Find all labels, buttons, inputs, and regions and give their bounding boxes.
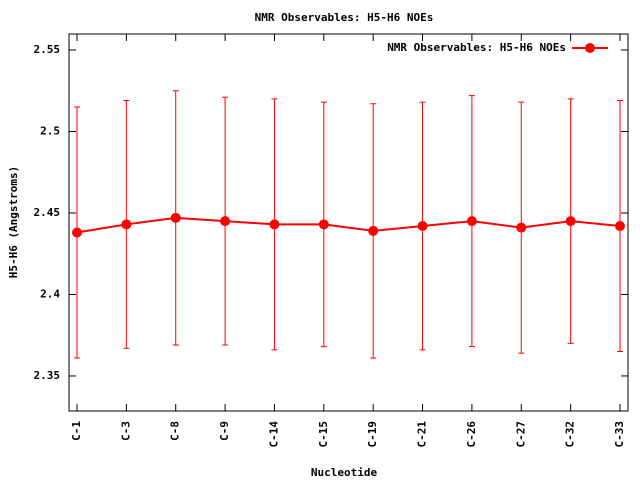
data-point bbox=[170, 212, 181, 223]
x-tick-label: C-32 bbox=[564, 421, 577, 448]
data-point bbox=[615, 221, 625, 232]
x-axis-label: Nucleotide bbox=[311, 466, 378, 479]
data-point bbox=[220, 216, 231, 227]
legend-marker bbox=[585, 43, 595, 53]
data-point bbox=[466, 216, 477, 227]
x-tick-label: C-19 bbox=[366, 421, 379, 448]
series-line bbox=[76, 216, 621, 234]
x-tick-label: C-1 bbox=[70, 421, 83, 441]
data-point bbox=[318, 219, 329, 230]
legend-label: NMR Observables: H5-H6 NOEs bbox=[387, 41, 566, 54]
data-point bbox=[269, 219, 280, 230]
y-tick-label: 2.45 bbox=[34, 206, 61, 219]
x-tick-label: C-15 bbox=[317, 421, 330, 448]
y-tick-label: 2.55 bbox=[34, 43, 61, 56]
x-tick-label: C-26 bbox=[465, 421, 478, 448]
x-tick-label: C-21 bbox=[416, 421, 429, 448]
x-tick-label: C-8 bbox=[169, 421, 182, 441]
x-tick-label: C-3 bbox=[119, 421, 132, 441]
plot-frame bbox=[68, 33, 629, 412]
data-point bbox=[121, 219, 132, 230]
data-point bbox=[368, 225, 379, 236]
x-tick-label: C-33 bbox=[613, 421, 626, 448]
data-point bbox=[417, 221, 428, 232]
data-point bbox=[565, 216, 576, 227]
data-point bbox=[516, 222, 527, 233]
chart-title: NMR Observables: H5-H6 NOEs bbox=[255, 11, 434, 24]
x-tick-label: C-9 bbox=[218, 421, 231, 441]
x-tick-label: C-14 bbox=[267, 421, 280, 448]
y-tick-label: 2.5 bbox=[40, 124, 60, 137]
data-point bbox=[72, 227, 82, 238]
y-axis-label: H5-H6 (Angstroms) bbox=[7, 166, 20, 279]
x-tick-label: C-27 bbox=[514, 421, 527, 448]
y-tick-label: 2.4 bbox=[40, 287, 60, 300]
y-tick-label: 2.35 bbox=[34, 369, 61, 382]
